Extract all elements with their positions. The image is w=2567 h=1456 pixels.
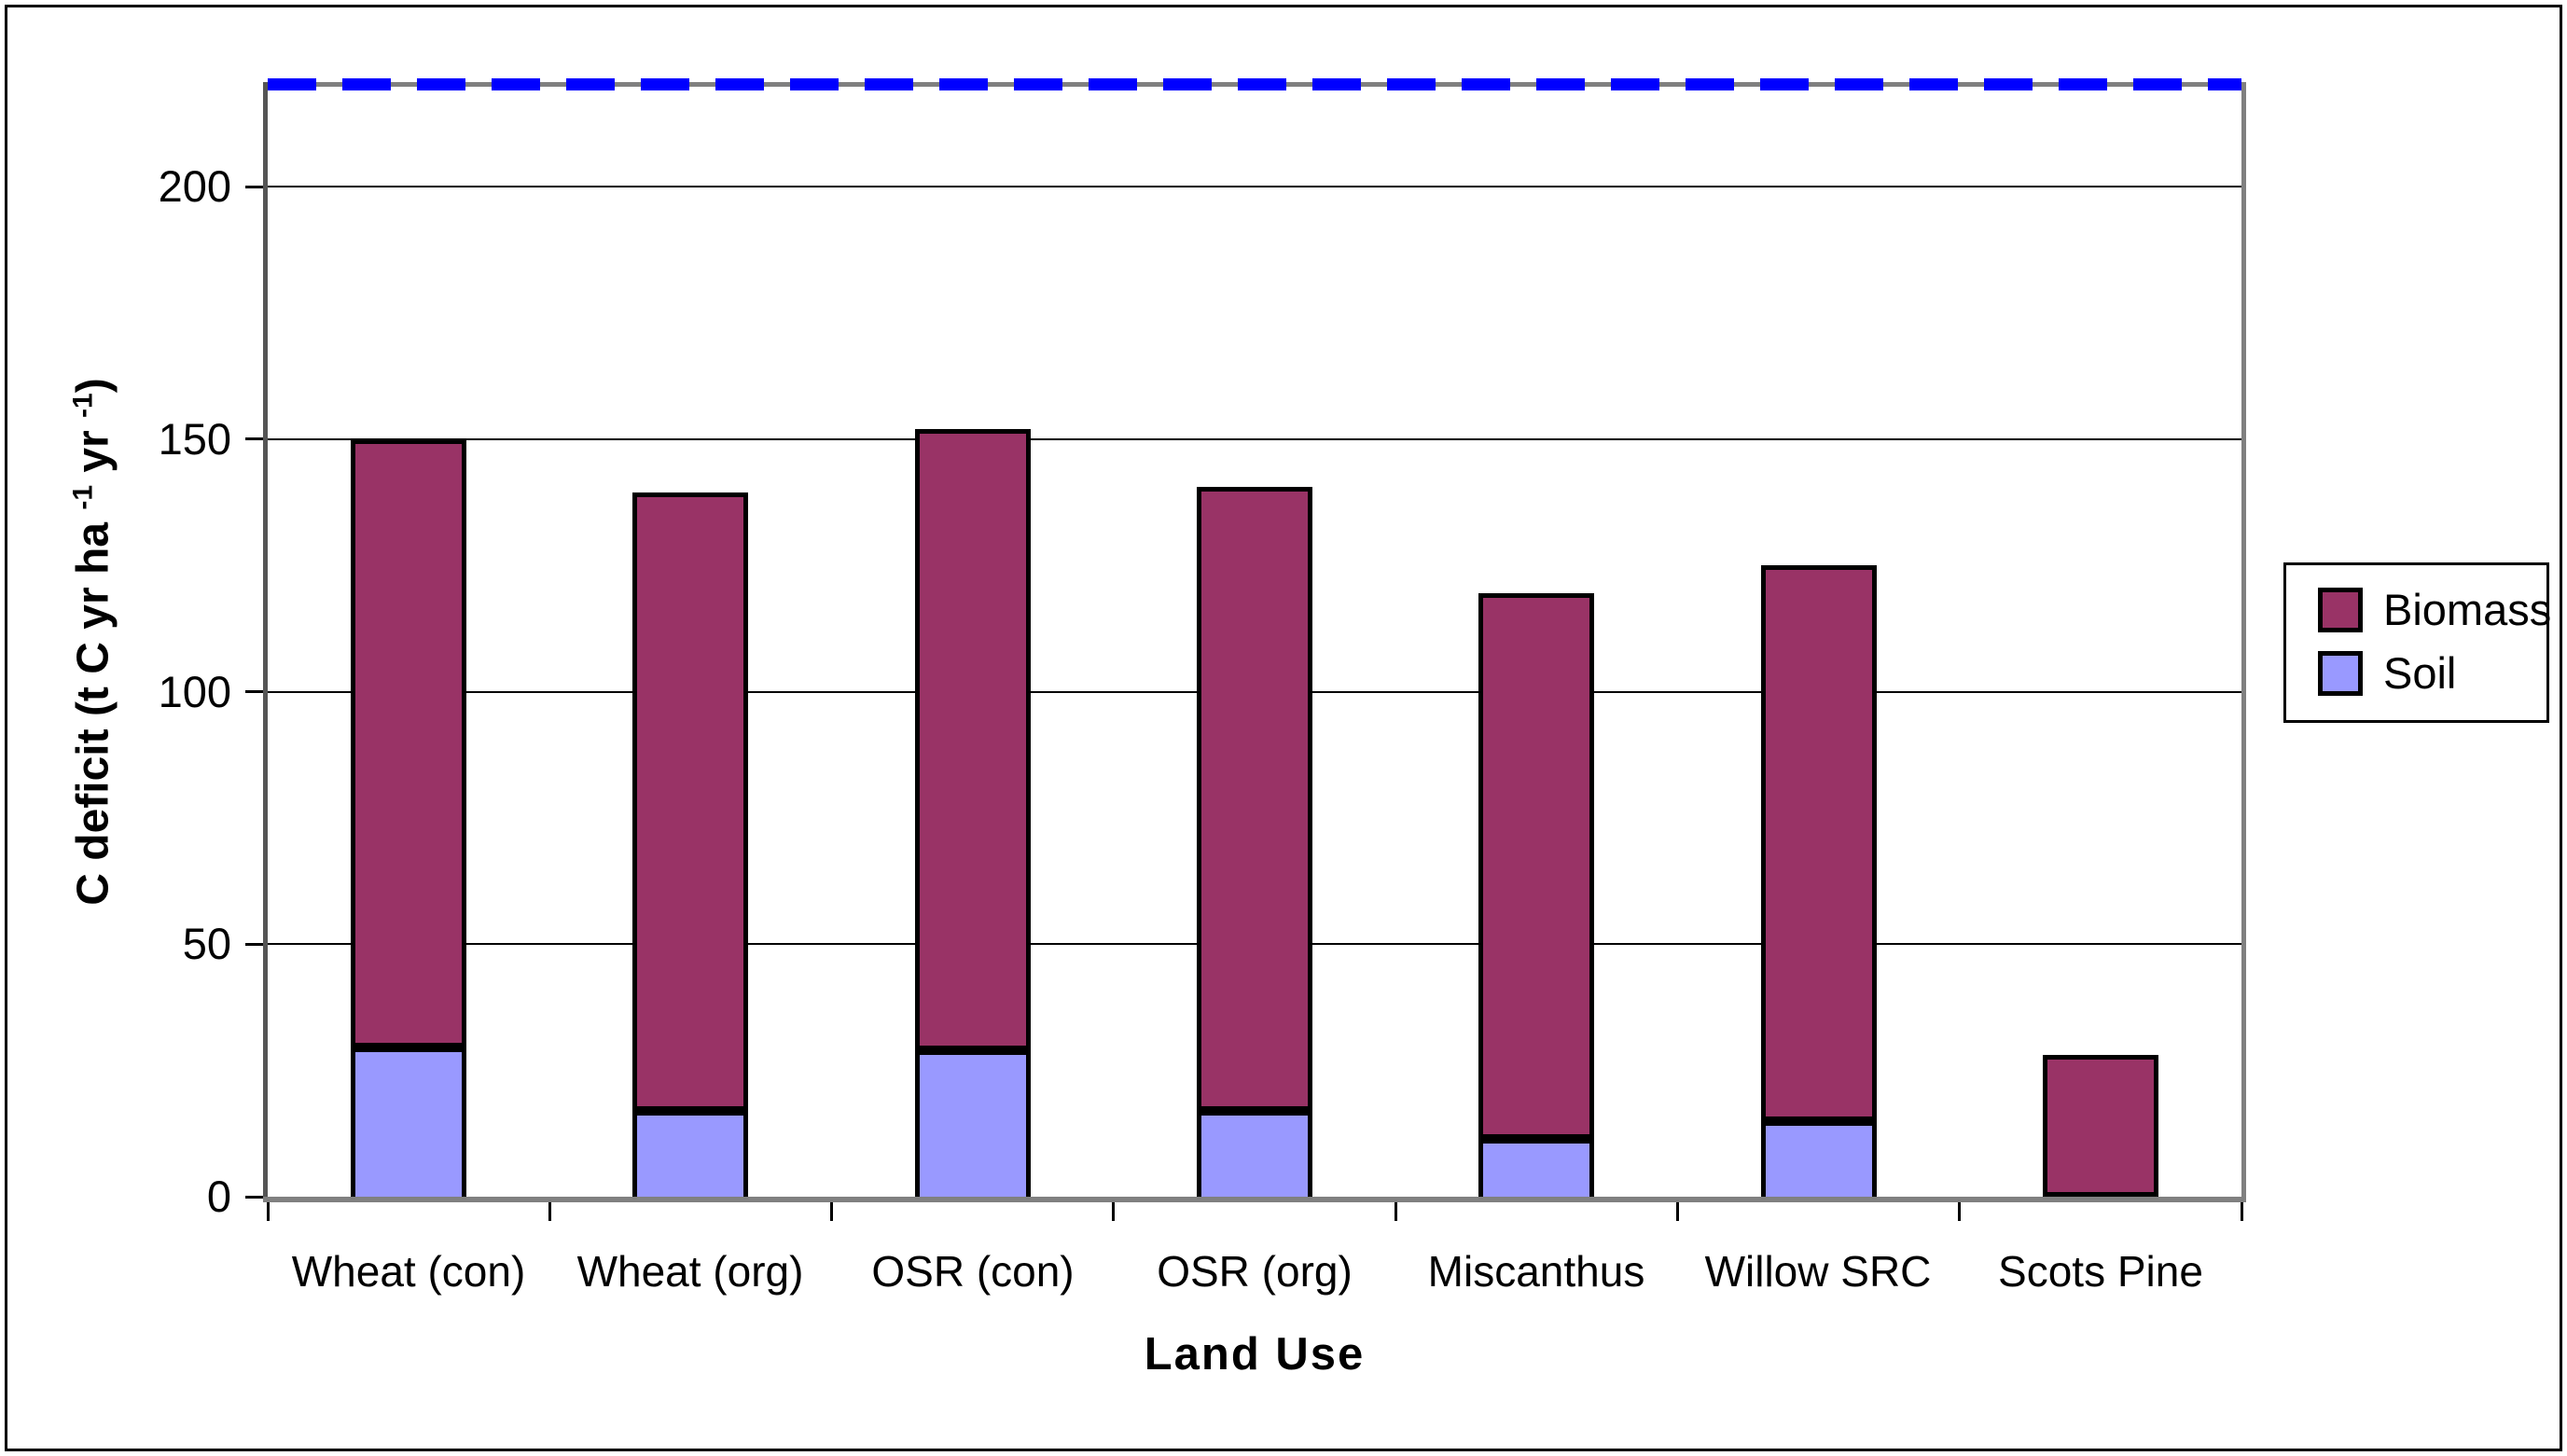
bar-segment-biomass-wheat-org: [632, 492, 748, 1111]
y-axis-tick: [245, 943, 268, 946]
gridline-150: [268, 438, 2241, 440]
y-axis-tick: [245, 186, 268, 188]
x-category-label-wheat-org: Wheat (org): [576, 1247, 804, 1296]
reference-line: [268, 78, 2241, 90]
y-tick-label: 200: [158, 161, 231, 211]
y-tick-label: 50: [182, 919, 231, 968]
y-axis-title-text: yr: [68, 417, 118, 485]
y-tick-label: 100: [158, 667, 231, 716]
bar-segment-biomass-willow-src: [1761, 565, 1877, 1121]
y-axis-title-text: C deficit (t C yr ha: [68, 509, 118, 906]
y-axis-tick: [245, 690, 268, 693]
x-axis-tick: [1112, 1197, 1115, 1221]
bar-segment-soil-willow-src: [1761, 1121, 1877, 1197]
x-axis-title: Land Use: [1144, 1329, 1366, 1380]
x-category-label-wheat-con: Wheat (con): [291, 1247, 526, 1296]
bar-segment-soil-wheat-con: [351, 1047, 466, 1197]
bar-segment-soil-miscanthus: [1478, 1139, 1594, 1197]
y-axis-title: C deficit (t C yr ha -1 yr -1): [68, 378, 119, 905]
x-category-label-miscanthus: Miscanthus: [1427, 1247, 1645, 1296]
legend-swatch-biomass: [2318, 588, 2363, 632]
x-category-label-osr-org: OSR (org): [1157, 1247, 1353, 1296]
legend: Biomass Soil: [2283, 562, 2551, 723]
bar-segment-biomass-scots-pine: [2043, 1055, 2158, 1197]
x-axis-tick: [548, 1197, 551, 1221]
bar-segment-biomass-osr-org: [1197, 487, 1312, 1111]
plot-border-right: [2241, 82, 2246, 1197]
bar-segment-biomass-osr-con: [915, 429, 1031, 1050]
bar-segment-biomass-miscanthus: [1478, 593, 1594, 1139]
x-axis-tick: [1676, 1197, 1679, 1221]
bar-segment-soil-osr-org: [1197, 1111, 1312, 1197]
y-axis-tick: [245, 437, 268, 440]
gridline-200: [268, 186, 2241, 187]
y-axis-title-superscript: -1: [67, 393, 99, 418]
x-axis-tick: [1395, 1197, 1397, 1221]
x-axis-tick: [1958, 1197, 1961, 1221]
x-category-label-scots-pine: Scots Pine: [1998, 1247, 2203, 1296]
legend-item-biomass: Biomass: [2318, 586, 2551, 634]
y-axis-tick: [245, 1196, 268, 1199]
legend-swatch-soil: [2318, 651, 2363, 696]
x-axis-tick: [2241, 1197, 2243, 1221]
x-category-label-willow-src: Willow SRC: [1704, 1247, 1932, 1296]
legend-label-soil: Soil: [2383, 648, 2457, 698]
x-axis-line: [263, 1197, 2246, 1202]
y-tick-label: 150: [158, 414, 231, 464]
y-axis-title-superscript: -1: [67, 484, 99, 510]
bar-segment-soil-wheat-org: [632, 1111, 748, 1197]
x-axis-tick: [267, 1197, 270, 1221]
y-axis-line: [263, 82, 268, 1202]
y-axis-title-text: ): [68, 378, 118, 394]
legend-item-soil: Soil: [2318, 649, 2546, 698]
x-category-label-osr-con: OSR (con): [871, 1247, 1075, 1296]
bar-segment-biomass-wheat-con: [351, 439, 466, 1047]
bar-segment-soil-osr-con: [915, 1050, 1031, 1197]
x-axis-tick: [830, 1197, 833, 1221]
y-tick-label: 0: [206, 1172, 231, 1221]
legend-label-biomass: Biomass: [2383, 585, 2552, 634]
